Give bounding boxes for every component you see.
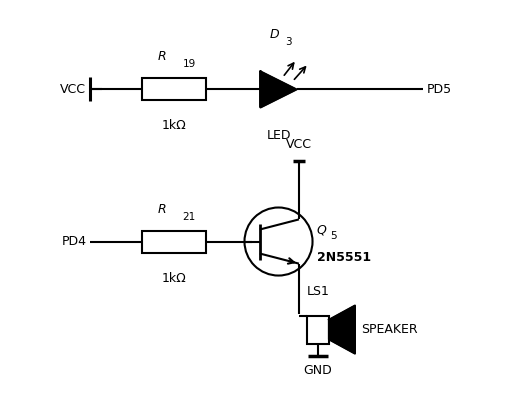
Text: 1kΩ: 1kΩ [162, 119, 187, 133]
Bar [307, 316, 329, 344]
Text: R: R [158, 203, 166, 216]
Text: PD4: PD4 [61, 235, 87, 248]
Polygon shape [329, 305, 355, 353]
Text: 5: 5 [331, 231, 337, 241]
Text: 3: 3 [285, 37, 292, 48]
Text: 19: 19 [183, 59, 196, 69]
Text: LS1: LS1 [307, 285, 329, 297]
Text: 2N5551: 2N5551 [317, 251, 371, 264]
Polygon shape [260, 71, 297, 108]
Bar [142, 231, 206, 253]
Text: D: D [270, 28, 279, 42]
Text: LED: LED [266, 129, 291, 142]
Text: R: R [158, 50, 166, 63]
Text: PD5: PD5 [427, 83, 452, 96]
Text: 1kΩ: 1kΩ [162, 272, 187, 285]
Text: 21: 21 [183, 212, 196, 222]
Text: VCC: VCC [60, 83, 87, 96]
Bar [142, 79, 206, 100]
Text: VCC: VCC [286, 139, 312, 152]
Text: SPEAKER: SPEAKER [361, 323, 417, 336]
Text: GND: GND [303, 364, 332, 376]
Text: Q: Q [317, 223, 327, 236]
